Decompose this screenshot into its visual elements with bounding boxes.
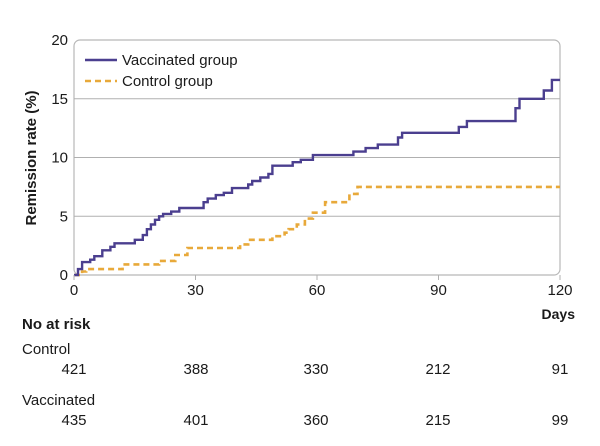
y-tick-label-15: 15 <box>51 91 68 108</box>
risk-group-label-vaccinated: Vaccinated <box>22 392 96 409</box>
risk-control-day120: 91 <box>551 361 569 378</box>
risk-control-day30: 388 <box>183 361 209 378</box>
risk-vaccinated-day30: 401 <box>183 412 209 429</box>
risk-table-title: No at risk <box>22 316 91 333</box>
y-axis-label: Remission rate (%) <box>23 90 40 225</box>
series-line-control <box>74 185 560 277</box>
y-tick-labels: 0 5 10 15 20 <box>51 32 68 284</box>
x-tick-label-60: 60 <box>309 282 326 299</box>
risk-vaccinated-day60: 360 <box>303 412 329 429</box>
risk-vaccinated-day0: 435 <box>61 412 87 429</box>
legend: Vaccinated group Control group <box>85 52 238 90</box>
y-tick-label-5: 5 <box>60 208 68 225</box>
x-axis-label: Days <box>542 306 576 322</box>
risk-control-day60: 330 <box>303 361 329 378</box>
x-tick-labels: 0 30 60 90 120 <box>70 275 573 299</box>
grid-lines <box>74 98 560 217</box>
series-layer <box>74 78 560 277</box>
x-tick-label-0: 0 <box>70 282 78 299</box>
risk-control-day0: 421 <box>61 361 87 378</box>
x-tick-label-120: 120 <box>547 282 572 299</box>
y-tick-label-20: 20 <box>51 32 68 49</box>
risk-control-day90: 212 <box>425 361 451 378</box>
y-tick-label-0: 0 <box>60 267 68 284</box>
legend-label-vaccinated: Vaccinated group <box>122 52 238 69</box>
y-tick-label-10: 10 <box>51 150 68 167</box>
x-tick-label-30: 30 <box>187 282 204 299</box>
risk-vaccinated-day90: 215 <box>425 412 451 429</box>
risk-group-label-control: Control <box>22 341 71 358</box>
risk-vaccinated-day120: 99 <box>551 412 569 429</box>
series-line-vaccinated <box>74 78 560 277</box>
legend-label-control: Control group <box>122 73 213 90</box>
x-tick-label-90: 90 <box>430 282 447 299</box>
